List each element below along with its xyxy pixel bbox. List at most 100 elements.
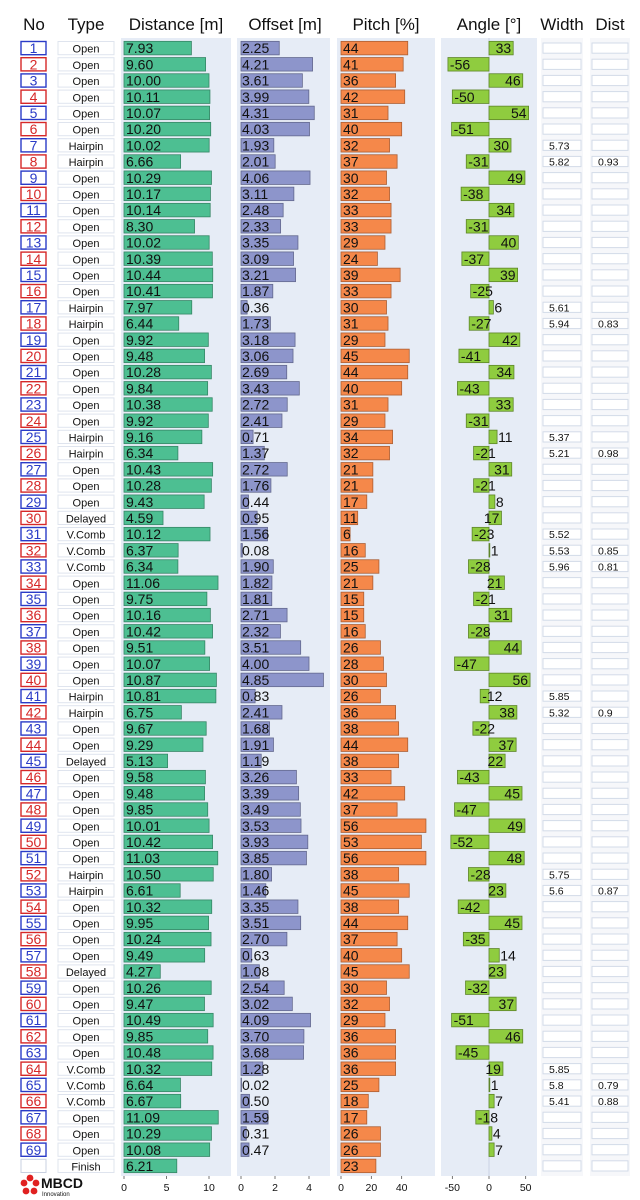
dist-cell — [591, 236, 629, 249]
row-type-box — [57, 948, 115, 963]
row-number: 22 — [26, 380, 42, 396]
dist-cell — [591, 1046, 629, 1059]
row-type: V.Comb — [67, 1081, 106, 1093]
angle-bar — [465, 219, 490, 234]
row-number-box — [20, 607, 47, 623]
offset-bar — [240, 283, 274, 299]
offset-bar — [240, 818, 302, 833]
logo-dot — [22, 1187, 30, 1195]
offset-label: 3.09 — [242, 251, 269, 267]
dist-cell — [591, 91, 629, 103]
distance-label: 6.34 — [126, 559, 153, 575]
angle-bar — [488, 170, 526, 185]
dist-cell — [591, 58, 629, 70]
width-value: 5.21 — [549, 448, 570, 460]
row-number-box — [20, 105, 47, 121]
offset-label: 0.95 — [242, 510, 269, 526]
dist-cell — [591, 836, 629, 848]
pitch-bar — [340, 138, 390, 153]
distance-bar — [123, 1093, 182, 1109]
row-type: Open — [73, 222, 100, 234]
width-cell — [542, 236, 582, 249]
distance-label: 10.01 — [126, 818, 161, 834]
offset-label: 2.25 — [242, 40, 269, 56]
angle-bar — [488, 1029, 524, 1044]
offset-label: 4.03 — [242, 121, 269, 137]
width-cell — [542, 1079, 582, 1091]
angle-label: -28 — [470, 559, 490, 575]
offset-label: 4.85 — [242, 672, 269, 688]
offset-label: 2.32 — [242, 623, 269, 639]
pitch-bar — [340, 462, 374, 477]
dist-cell — [591, 366, 629, 378]
row-number: 13 — [26, 235, 42, 251]
distance-label: 10.38 — [126, 397, 161, 413]
pitch-bar — [340, 332, 386, 347]
pitch-bar — [340, 170, 387, 185]
row-type: Hairpin — [69, 449, 104, 461]
row-type: Open — [73, 400, 100, 412]
pitch-label: 38 — [343, 721, 359, 737]
dist-cell — [591, 350, 629, 362]
pitch-bar — [340, 121, 403, 137]
row-number: 40 — [26, 672, 42, 688]
angle-label: 38 — [499, 704, 515, 720]
offset-label: 1.87 — [242, 283, 269, 299]
angle-label: 1 — [491, 542, 499, 558]
width-value: 5.32 — [549, 707, 570, 719]
pitch-label: 16 — [343, 542, 359, 558]
width-cell — [542, 544, 582, 556]
offset-bar — [240, 575, 273, 590]
angle-bar — [488, 397, 514, 412]
offset-bar — [240, 688, 256, 704]
offset-label: 0.71 — [242, 429, 269, 445]
offset-bar — [240, 154, 276, 169]
row-number: 56 — [26, 931, 42, 947]
row-type: Finish — [71, 1162, 100, 1174]
row-number: 6 — [30, 121, 38, 137]
width-value: 5.6 — [549, 886, 564, 898]
dist-cell — [591, 172, 629, 184]
distance-bar — [123, 721, 207, 736]
distance-bar — [123, 1126, 212, 1141]
offset-bar — [240, 948, 253, 963]
offset-bar — [240, 624, 281, 639]
distance-bar — [123, 867, 214, 882]
row-number: 25 — [26, 429, 42, 445]
width-cell — [542, 350, 582, 362]
pitch-label: 26 — [343, 1126, 359, 1142]
offset-label: 2.72 — [242, 461, 269, 477]
width-cell — [542, 852, 582, 864]
distance-label: 10.02 — [126, 137, 161, 153]
row-type: Open — [73, 919, 100, 931]
row-number-box — [20, 478, 47, 493]
row-number: 1 — [30, 40, 38, 56]
dist-cell — [591, 463, 629, 475]
offset-bar — [240, 656, 310, 671]
offset-tick-label: 2 — [272, 1182, 278, 1194]
row-number-box — [20, 1077, 47, 1093]
row-number-box — [20, 73, 47, 88]
pitch-label: 53 — [343, 834, 359, 850]
distance-label: 9.85 — [126, 802, 153, 818]
pitch-label: 26 — [343, 1142, 359, 1158]
distance-label: 6.37 — [126, 542, 153, 558]
width-cell — [542, 917, 582, 929]
angle-bar — [455, 1045, 490, 1060]
angle-label: -52 — [453, 834, 473, 850]
angle-bar — [488, 1126, 493, 1141]
offset-label: 2.33 — [242, 218, 269, 234]
pitch-label: 30 — [343, 299, 359, 315]
angle-bar — [488, 364, 515, 380]
angle-bar — [488, 705, 518, 720]
pitch-bar — [340, 364, 409, 380]
row-type-box — [57, 867, 115, 882]
distance-label: 9.85 — [126, 1028, 153, 1044]
dist-cell — [591, 42, 629, 54]
distance-label: 11.03 — [126, 850, 160, 866]
row-number: 47 — [26, 785, 42, 801]
row-number: 39 — [26, 656, 42, 672]
row-number-box — [20, 624, 47, 639]
row-type-box — [57, 316, 115, 331]
offset-bar — [240, 559, 274, 574]
